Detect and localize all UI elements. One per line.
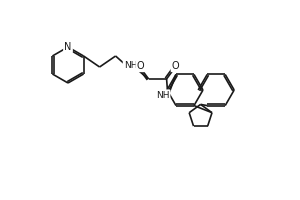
- Text: O: O: [172, 61, 179, 71]
- Text: N: N: [64, 42, 72, 52]
- Text: O: O: [137, 61, 144, 71]
- Text: NH: NH: [156, 90, 169, 99]
- Text: NH: NH: [124, 62, 137, 71]
